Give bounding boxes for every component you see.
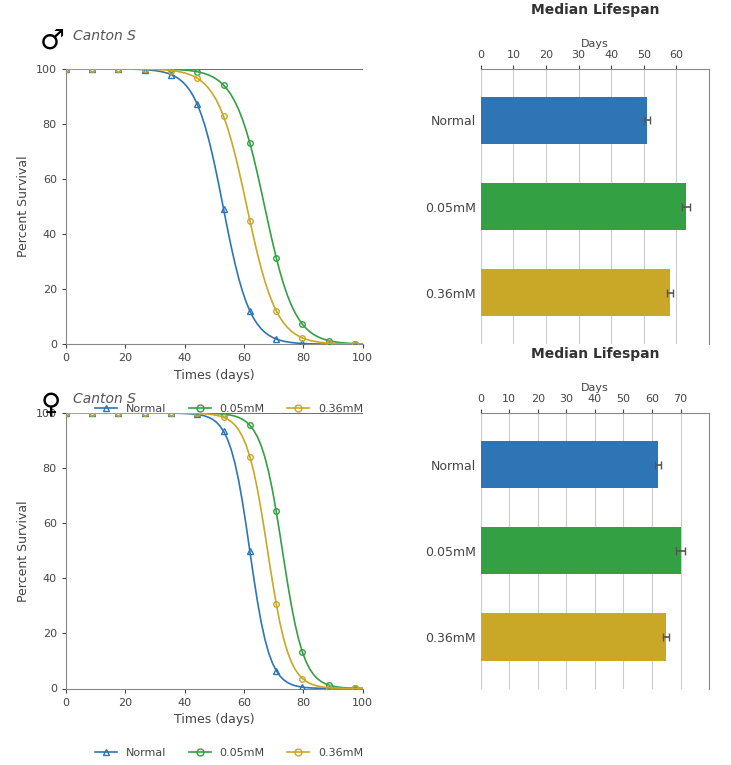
Title: Median Lifespan: Median Lifespan (531, 3, 659, 17)
Bar (481, 183, 686, 230)
Title: Median Lifespan: Median Lifespan (531, 347, 659, 361)
Bar (481, 527, 681, 575)
X-axis label: Days: Days (581, 383, 609, 393)
X-axis label: Days: Days (581, 39, 609, 49)
Text: ♀: ♀ (40, 390, 61, 418)
Text: Canton S: Canton S (73, 392, 136, 406)
Legend: Normal, 0.05mM, 0.36mM: Normal, 0.05mM, 0.36mM (91, 399, 368, 418)
Y-axis label: Percent Survival: Percent Survival (18, 156, 30, 257)
Bar (481, 614, 666, 660)
Y-axis label: Percent Survival: Percent Survival (18, 500, 30, 601)
X-axis label: Times (days): Times (days) (174, 713, 254, 726)
Text: ♂: ♂ (40, 27, 65, 55)
Bar (481, 269, 670, 316)
Bar (481, 441, 658, 488)
Legend: Normal, 0.05mM, 0.36mM: Normal, 0.05mM, 0.36mM (91, 744, 368, 763)
Text: Canton S: Canton S (73, 29, 136, 43)
X-axis label: Times (days): Times (days) (174, 369, 254, 382)
Bar (481, 97, 647, 144)
